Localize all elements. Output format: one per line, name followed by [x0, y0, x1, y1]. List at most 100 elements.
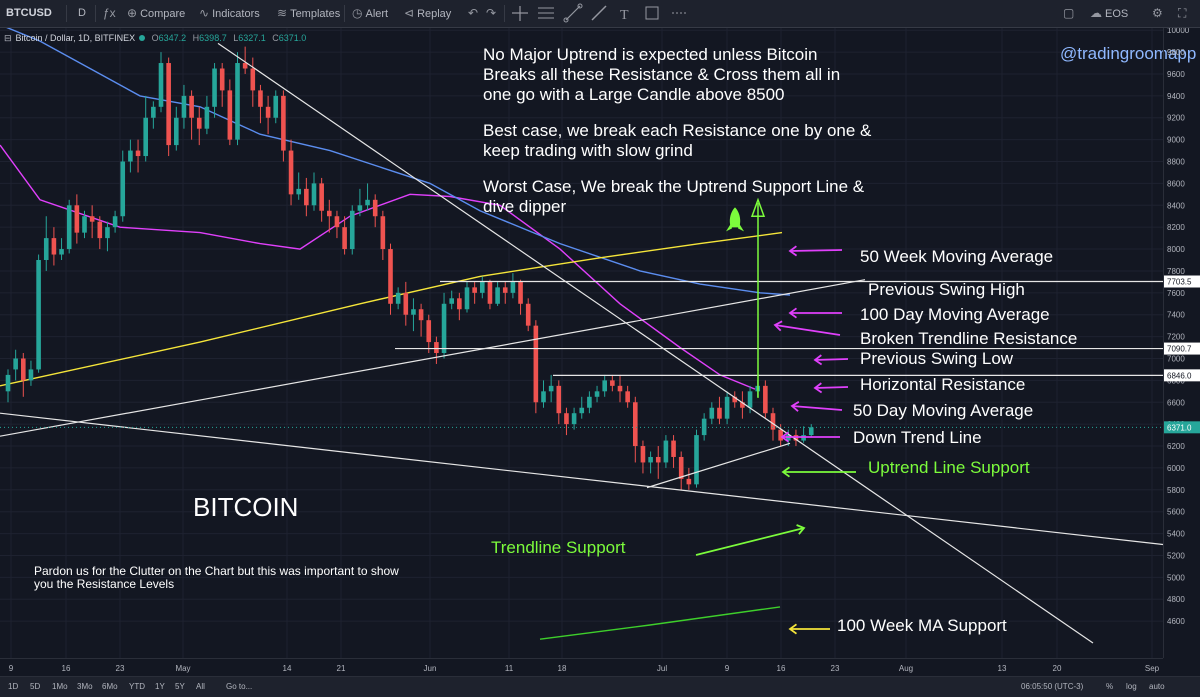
goto-button[interactable]: Go to...	[226, 682, 253, 691]
candle-body	[97, 221, 103, 239]
redo-icon[interactable]: ↷	[486, 6, 497, 20]
range-6mo[interactable]: 6Mo	[102, 682, 118, 691]
time-axis[interactable]: 9 16 23 May 14 21 Jun 11 18 Jul 9 16 23 Aug 13 20 Sep	[0, 658, 1163, 677]
auto-toggle[interactable]: auto	[1149, 682, 1165, 691]
clock-time[interactable]: 06:05:50 (UTC-3)	[1021, 682, 1084, 691]
candle-body	[174, 117, 179, 146]
candle-body	[212, 68, 217, 107]
price-tick-label: 5600	[1167, 508, 1185, 517]
ma-50-day-line	[0, 144, 756, 390]
range-1d[interactable]: 1D	[8, 682, 19, 691]
brush-tool-icon[interactable]	[591, 5, 607, 21]
shape-tool-icon[interactable]	[645, 6, 659, 20]
chart-canvas[interactable]	[0, 28, 1163, 658]
replay-button[interactable]: ⊲ Replay	[404, 0, 451, 27]
range-5y[interactable]: 5Y	[175, 682, 185, 691]
gear-icon[interactable]: ⚙	[1152, 6, 1163, 20]
time-tick-label: Sep	[1145, 664, 1160, 673]
note-line-3: one go with a Large Candle above 8500	[483, 85, 785, 104]
candle-body	[395, 292, 401, 304]
price-axis[interactable]: 4600480050005200540056005800600062006400…	[1163, 28, 1200, 658]
candle-body	[349, 210, 355, 250]
price-tick-label: 5200	[1167, 551, 1185, 560]
annot-trendline-support: Trendline Support	[491, 538, 626, 557]
ma-50-week-line	[0, 231, 783, 387]
candle-body	[579, 407, 585, 414]
broken-trendline	[0, 279, 866, 437]
fx-icon[interactable]: ƒx	[103, 6, 116, 20]
price-tick-label: 7000	[1167, 354, 1185, 363]
candle-body	[411, 309, 416, 315]
note-line-5: keep trading with slow grind	[483, 141, 693, 160]
svg-text:T: T	[620, 8, 629, 23]
candle-body	[342, 227, 347, 250]
candle-body	[495, 287, 500, 304]
text-tool-icon[interactable]: T	[620, 8, 629, 23]
candle-body	[265, 106, 271, 118]
alert-button[interactable]: ◷ Alert	[352, 0, 388, 27]
indicators-label: Indicators	[212, 8, 260, 20]
candle-body	[242, 63, 248, 69]
candle-body	[59, 249, 64, 255]
fullscreen-icon[interactable]: ⛶	[1178, 6, 1187, 20]
arrow-trendline-support-head	[796, 524, 806, 535]
time-tick-label: May	[175, 664, 190, 673]
arrow-50-week-ma	[789, 249, 843, 252]
compare-button[interactable]: ⊕ Compare	[127, 0, 185, 27]
time-tick-label: 16	[777, 664, 786, 673]
note-line-6: Worst Case, We break the Uptrend Support…	[483, 177, 865, 196]
indicators-icon: ∿	[199, 6, 210, 20]
templates-button[interactable]: ≋ Templates	[277, 0, 340, 27]
price-tick-label: 9000	[1167, 136, 1185, 145]
price-tick-label: 5000	[1167, 573, 1185, 582]
open-value: 6347.2	[158, 33, 187, 43]
candle-body	[66, 205, 72, 250]
layout-cloud-button[interactable]: ☁ EOS	[1090, 0, 1128, 27]
lines-tool-icon[interactable]	[538, 7, 554, 19]
time-tick-label: 14	[283, 664, 292, 673]
price-tick-label: 6600	[1167, 398, 1185, 407]
annot-horizontal-resistance: Horizontal Resistance	[860, 375, 1026, 394]
candle-body	[5, 374, 11, 392]
trendline-tool-icon[interactable]	[563, 3, 583, 23]
candle-body	[556, 385, 562, 414]
range-all[interactable]: All	[196, 682, 205, 691]
layout-icon[interactable]: ▢	[1063, 6, 1075, 20]
target-arrow-head	[750, 197, 766, 217]
symbol-search[interactable]: BTCUSD	[6, 7, 52, 19]
candle-body	[128, 150, 133, 162]
candle-body	[587, 396, 592, 408]
arrow-trendline-support	[695, 527, 805, 556]
grid	[0, 28, 1163, 658]
candle-body	[89, 216, 95, 222]
collapse-icon[interactable]: ⊟	[4, 33, 12, 43]
range-1mo[interactable]: 1Mo	[52, 682, 68, 691]
arrow-horizontal-head	[813, 382, 823, 394]
range-3mo[interactable]: 3Mo	[77, 682, 93, 691]
candle-body	[502, 287, 508, 293]
price-tick-label: 4600	[1167, 617, 1185, 626]
candle-body	[296, 188, 301, 195]
cursor-tool-icon[interactable]	[512, 6, 528, 21]
time-tick-label: 11	[505, 664, 514, 673]
time-tick-label: 21	[337, 664, 346, 673]
candle-body	[151, 106, 156, 118]
candle-body	[51, 238, 57, 255]
percent-toggle[interactable]: %	[1106, 682, 1114, 691]
range-1y[interactable]: 1Y	[155, 682, 165, 691]
time-tick-label: 9	[9, 664, 14, 673]
time-tick-label: Jul	[657, 664, 667, 673]
range-ytd[interactable]: YTD	[129, 682, 145, 691]
candle-body	[273, 95, 279, 118]
candle-body	[571, 413, 577, 425]
interval-button[interactable]: D	[78, 7, 86, 19]
candle-body	[770, 413, 776, 430]
price-tick-label: 9200	[1167, 114, 1185, 123]
indicators-button[interactable]: ∿ Indicators	[199, 0, 260, 27]
price-tick-label: 8000	[1167, 245, 1185, 254]
pardon-line-2: you the Resistance Levels	[34, 577, 175, 591]
undo-icon[interactable]: ↶	[468, 6, 479, 20]
range-5d[interactable]: 5D	[30, 682, 41, 691]
log-toggle[interactable]: log	[1126, 682, 1137, 691]
top-toolbar: BTCUSD D ƒx ⊕ Compare ∿ Indicators ≋ Templa…	[0, 0, 1200, 28]
